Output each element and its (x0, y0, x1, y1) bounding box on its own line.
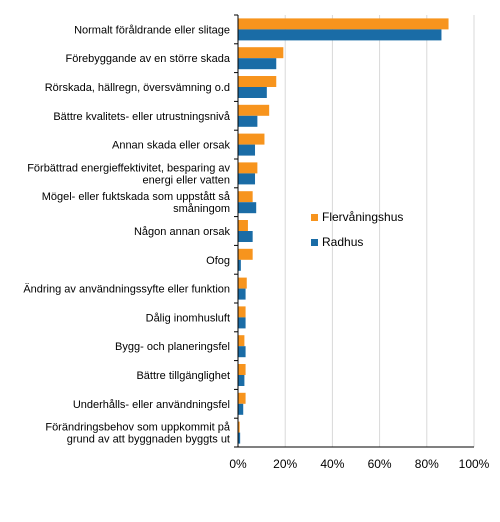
category-label: Ofog (206, 255, 230, 267)
category-label: Annan skada eller orsak (112, 140, 231, 152)
category-label: Förebyggande av en större skada (66, 53, 231, 65)
category-label: Bygg- och planeringsfel (115, 341, 230, 353)
bar-radhus (238, 288, 246, 300)
bar-radhus (238, 346, 246, 358)
category-labels: Normalt föråldrande eller slitage Förebyg… (23, 24, 231, 445)
bar-flervaningshus (238, 220, 248, 231)
bar-radhus (238, 432, 241, 444)
bar-flervaningshus (238, 133, 265, 145)
legend-swatch (311, 239, 318, 246)
legend-swatch (311, 214, 318, 221)
bar-radhus (238, 231, 253, 242)
bar-flervaningshus (238, 248, 253, 260)
legend: Flervåningshus Radhus (311, 210, 403, 249)
x-tick-label: 40% (320, 457, 344, 471)
bar-flervaningshus (238, 335, 245, 347)
category-label: Förändringsbehov som uppkommit på (45, 422, 231, 434)
category-label: Mögel- eller fuktskada som uppstått så (42, 191, 231, 203)
category-label: Förbättrad energieffektivitet, besparing… (27, 162, 230, 174)
category-label: Någon annan orsak (134, 226, 231, 238)
category-label: Bättre kvalitets- eller utrustningsnivå (53, 111, 231, 123)
grid-lines (234, 14, 475, 448)
category-label: Ändring av användningssyfte eller funkti… (23, 284, 230, 296)
category-label: Normalt föråldrande eller slitage (74, 24, 230, 36)
bar-radhus (238, 144, 256, 156)
bar-flervaningshus (238, 364, 246, 375)
bar-flervaningshus (238, 306, 246, 318)
bar-radhus (238, 115, 258, 127)
category-label: grund av att byggnaden byggts ut (67, 434, 230, 446)
bars (238, 18, 449, 444)
bar-radhus (238, 58, 277, 70)
legend-label: Flervåningshus (322, 210, 403, 224)
bar-radhus (238, 202, 257, 214)
category-label: Underhålls- eller användningsfel (73, 399, 230, 411)
x-tick-label: 80% (415, 457, 439, 471)
bar-flervaningshus (238, 104, 270, 116)
bar-flervaningshus (238, 191, 253, 203)
x-tick-label: 100% (459, 457, 490, 471)
x-tick-label: 20% (273, 457, 297, 471)
bar-radhus (238, 403, 244, 415)
category-label: Dålig inomhusluft (146, 312, 230, 324)
bar-radhus (238, 29, 442, 41)
bar-flervaningshus (238, 392, 246, 404)
bar-radhus (238, 173, 256, 185)
legend-label: Radhus (322, 235, 363, 249)
bar-radhus (238, 259, 241, 271)
bar-radhus (238, 317, 246, 329)
bar-flervaningshus (238, 18, 449, 30)
category-label: energi eller vatten (143, 174, 230, 186)
category-label: Bättre tillgänglighet (136, 370, 230, 382)
bar-radhus (238, 375, 245, 386)
x-tick-labels: 0% 20% 40% 60% 80% 100% (229, 457, 489, 471)
x-tick-label: 0% (229, 457, 247, 471)
category-label: småningom (173, 203, 230, 215)
bar-flervaningshus (238, 421, 240, 433)
bar-flervaningshus (238, 162, 258, 174)
bar-flervaningshus (238, 47, 284, 59)
bar-flervaningshus (238, 76, 277, 87)
category-label: Rörskada, hällregn, översvämning o.d (45, 82, 230, 94)
bar-radhus (238, 87, 267, 98)
bar-flervaningshus (238, 277, 247, 289)
x-tick-label: 60% (368, 457, 392, 471)
